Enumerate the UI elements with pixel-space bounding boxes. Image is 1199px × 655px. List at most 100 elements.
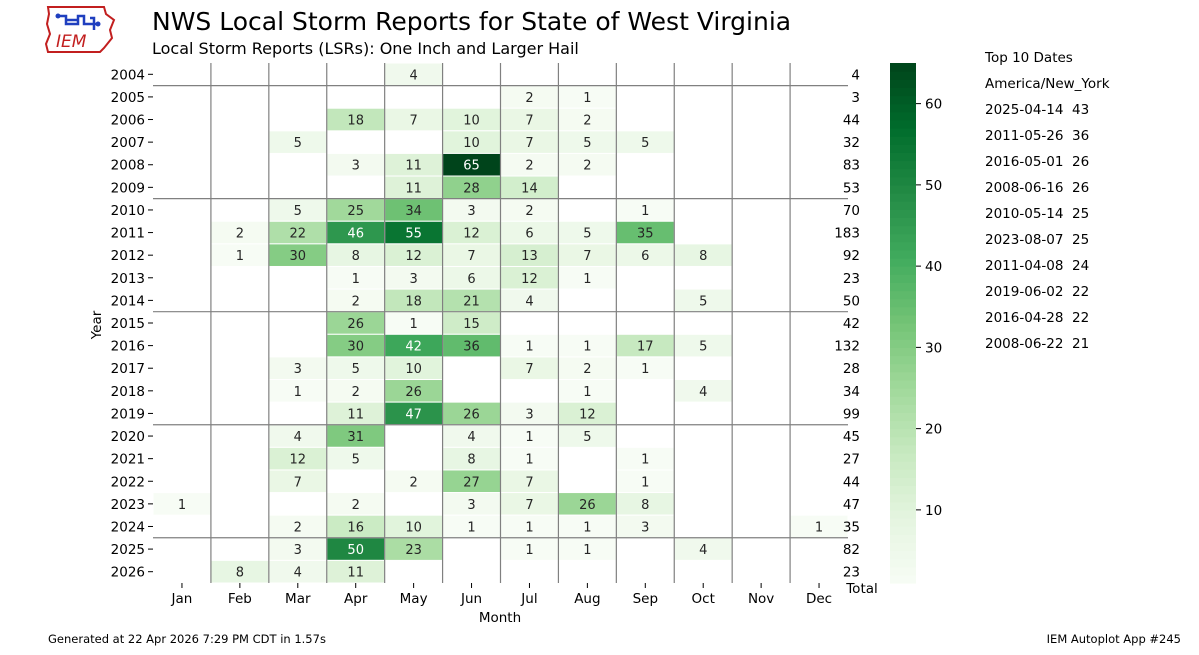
colorbar-segment	[890, 550, 916, 560]
colorbar-segment	[890, 71, 916, 80]
colorbar-segment	[890, 201, 916, 210]
colorbar-segment	[890, 574, 916, 584]
cell-label-2014-Jun: 21	[463, 294, 480, 309]
cell-label-2012-Feb: 1	[236, 249, 244, 264]
cell-label-2022-Mar: 7	[294, 475, 302, 490]
cell-label-2023-Jan: 1	[178, 498, 186, 513]
top-date-item: 2008-06-16 26	[985, 180, 1090, 196]
cell-label-2024-Dec: 1	[815, 520, 823, 535]
colorbar-segment	[890, 160, 916, 170]
y-tick-label-2007: 2007	[111, 135, 145, 151]
colorbar-tick-label-30: 30	[925, 340, 942, 356]
cell-label-2008-Jun: 65	[463, 159, 480, 174]
cell-label-2006-May: 7	[409, 114, 417, 129]
colorbar-segment	[890, 331, 916, 340]
total-value-2021: 27	[843, 452, 860, 468]
x-axis-label: Month	[479, 610, 521, 626]
total-value-2015: 42	[843, 316, 860, 332]
colorbar-segment	[890, 404, 916, 413]
y-tick-label-2020: 2020	[111, 429, 145, 445]
cell-label-2023-Jun: 3	[467, 498, 475, 513]
colorbar-segment	[890, 526, 916, 535]
y-axis-label: Year	[89, 310, 105, 340]
cell-label-2006-Apr: 18	[347, 114, 364, 129]
cell-label-2018-May: 26	[405, 385, 422, 400]
cell-label-2021-Jun: 8	[467, 453, 475, 468]
cell-label-2010-Jun: 3	[467, 204, 475, 219]
colorbar-segment	[890, 485, 916, 495]
x-tick-label-Jun: Jun	[460, 591, 482, 607]
cell-label-2024-May: 10	[405, 520, 422, 535]
colorbar-segment	[890, 128, 916, 137]
total-value-2026: 23	[843, 565, 860, 581]
iem-logo: IEM	[44, 6, 116, 53]
total-value-2011: 183	[834, 226, 860, 242]
colorbar-tick-label-20: 20	[925, 422, 942, 438]
x-tick-label-Jul: Jul	[520, 591, 537, 607]
cell-label-2026-Mar: 4	[294, 566, 302, 581]
y-tick-label-2022: 2022	[111, 474, 145, 490]
cell-label-2007-Sep: 5	[641, 136, 649, 151]
colorbar-segment	[890, 103, 916, 113]
colorbar-segment	[890, 290, 916, 300]
y-tick-label-2025: 2025	[111, 542, 145, 558]
cell-label-2025-Apr: 50	[347, 543, 364, 558]
cell-label-2012-Apr: 8	[352, 249, 360, 264]
colorbar-segment	[890, 152, 916, 162]
colorbar-segment	[890, 266, 916, 275]
y-tick-label-2009: 2009	[111, 180, 145, 196]
y-tick-label-2021: 2021	[111, 452, 145, 468]
colorbar-segment	[890, 509, 916, 519]
colorbar-segment	[890, 282, 916, 292]
cell-label-2010-Mar: 5	[294, 204, 302, 219]
y-tick-label-2012: 2012	[111, 248, 145, 264]
colorbar-segment	[890, 176, 916, 186]
cell-label-2005-Aug: 1	[583, 91, 591, 106]
top-dates-timezone: America/New_York	[985, 76, 1110, 92]
cell-label-2024-Jul: 1	[525, 520, 533, 535]
cell-label-2014-Oct: 5	[699, 294, 707, 309]
colorbar-segment	[890, 339, 916, 348]
colorbar-tick-label-10: 10	[925, 503, 942, 519]
colorbar-segment	[890, 396, 916, 405]
cell-label-2022-Sep: 1	[641, 475, 649, 490]
cell-label-2013-Jul: 12	[521, 272, 538, 287]
cell-label-2004-May: 4	[409, 68, 417, 83]
iem-logo-text: IEM	[56, 32, 87, 52]
total-value-2016: 132	[834, 339, 860, 355]
cell-label-2020-Jul: 1	[525, 430, 533, 445]
colorbar-segment	[890, 119, 916, 129]
y-tick-label-2005: 2005	[111, 90, 145, 106]
total-value-2010: 70	[843, 203, 860, 219]
cell-label-2025-Aug: 1	[583, 543, 591, 558]
total-value-2014: 50	[843, 293, 860, 309]
cell-label-2024-Sep: 3	[641, 520, 649, 535]
total-value-2013: 23	[843, 271, 860, 287]
y-tick-label-2015: 2015	[111, 316, 145, 332]
total-value-2009: 53	[843, 180, 860, 196]
cell-label-2005-Jul: 2	[525, 91, 533, 106]
cell-label-2020-Jun: 4	[467, 430, 475, 445]
total-value-2025: 82	[843, 542, 860, 558]
total-value-2006: 44	[843, 113, 860, 129]
colorbar-segment	[890, 323, 916, 332]
total-value-2020: 45	[843, 429, 860, 445]
colorbar-segment	[890, 249, 916, 259]
x-tick-label-Aug: Aug	[574, 591, 600, 607]
total-value-2012: 92	[843, 248, 860, 264]
cell-label-2022-Jun: 27	[463, 475, 480, 490]
cell-label-2007-Aug: 5	[583, 136, 591, 151]
y-tick-label-2017: 2017	[111, 361, 145, 377]
cell-label-2011-Apr: 46	[347, 227, 364, 242]
y-tick-label-2018: 2018	[111, 384, 145, 400]
cell-label-2023-Jul: 7	[525, 498, 533, 513]
y-tick-label-2011: 2011	[111, 226, 145, 242]
cell-label-2018-Aug: 1	[583, 385, 591, 400]
cell-label-2018-Oct: 4	[699, 385, 707, 400]
cell-label-2008-Apr: 3	[352, 159, 360, 174]
colorbar-segment	[890, 493, 916, 503]
cell-label-2025-May: 23	[405, 543, 422, 558]
colorbar-segment	[890, 461, 916, 470]
cell-label-2006-Jul: 7	[525, 114, 533, 129]
colorbar-segment	[890, 168, 916, 178]
